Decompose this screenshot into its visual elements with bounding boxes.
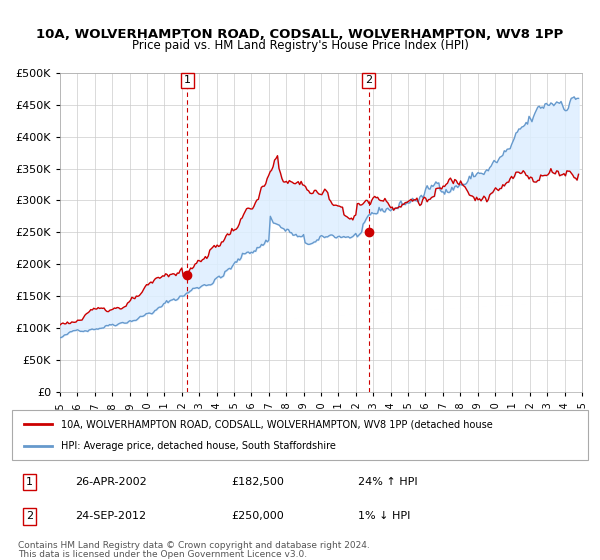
Text: 2: 2 xyxy=(26,511,33,521)
Text: 1: 1 xyxy=(184,76,191,86)
Text: 24-SEP-2012: 24-SEP-2012 xyxy=(76,511,146,521)
Text: 10A, WOLVERHAMPTON ROAD, CODSALL, WOLVERHAMPTON, WV8 1PP (detached house: 10A, WOLVERHAMPTON ROAD, CODSALL, WOLVER… xyxy=(61,419,493,429)
FancyBboxPatch shape xyxy=(12,410,588,460)
Text: HPI: Average price, detached house, South Staffordshire: HPI: Average price, detached house, Sout… xyxy=(61,441,336,451)
Text: 1: 1 xyxy=(26,477,33,487)
Text: 26-APR-2002: 26-APR-2002 xyxy=(76,477,147,487)
Text: 1% ↓ HPI: 1% ↓ HPI xyxy=(358,511,410,521)
Text: 24% ↑ HPI: 24% ↑ HPI xyxy=(358,477,417,487)
Text: Price paid vs. HM Land Registry's House Price Index (HPI): Price paid vs. HM Land Registry's House … xyxy=(131,39,469,53)
Text: This data is licensed under the Open Government Licence v3.0.: This data is licensed under the Open Gov… xyxy=(18,550,307,559)
Text: Contains HM Land Registry data © Crown copyright and database right 2024.: Contains HM Land Registry data © Crown c… xyxy=(18,541,370,550)
Text: 10A, WOLVERHAMPTON ROAD, CODSALL, WOLVERHAMPTON, WV8 1PP: 10A, WOLVERHAMPTON ROAD, CODSALL, WOLVER… xyxy=(37,28,563,41)
Text: 2: 2 xyxy=(365,76,372,86)
Text: £182,500: £182,500 xyxy=(231,477,284,487)
Text: £250,000: £250,000 xyxy=(231,511,284,521)
